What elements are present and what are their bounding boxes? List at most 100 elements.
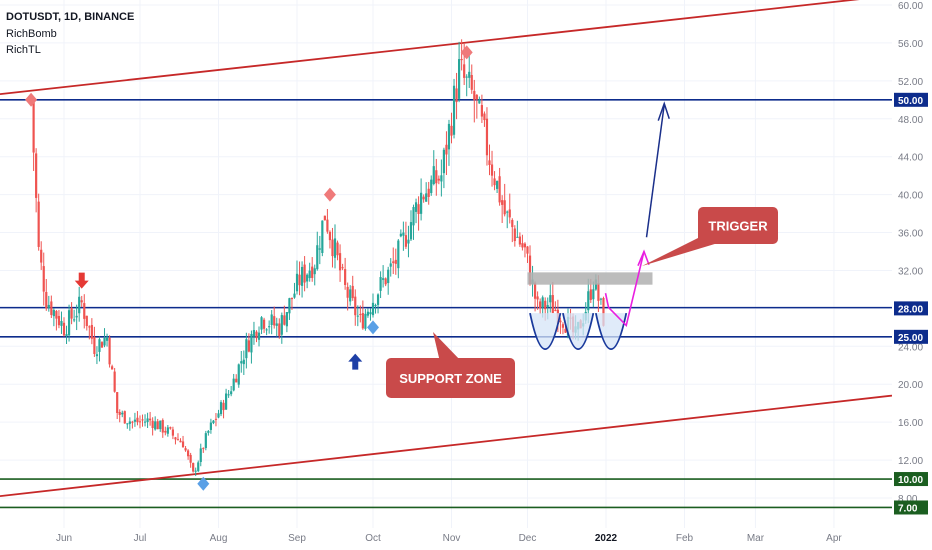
horizontal-levels bbox=[0, 99, 892, 509]
cup-arc-2 bbox=[594, 312, 628, 350]
candle-body bbox=[506, 211, 509, 213]
price-tag-bg-4 bbox=[894, 472, 928, 487]
candle-body bbox=[359, 313, 362, 316]
price-tag-bg-5 bbox=[894, 500, 928, 515]
down-arrow-marker-5 bbox=[74, 272, 89, 289]
candle-body bbox=[100, 342, 104, 348]
candle-body bbox=[399, 233, 402, 237]
price-tag-label-0: 50.00 bbox=[898, 96, 923, 107]
candle-body bbox=[349, 289, 352, 302]
y-tick-label-12: 12.00 bbox=[898, 456, 923, 467]
candle-body bbox=[485, 118, 489, 156]
candle-body bbox=[141, 419, 144, 421]
candle-body bbox=[42, 266, 45, 292]
x-tick-label-9: Mar bbox=[747, 533, 765, 544]
y-tick-label-6: 36.00 bbox=[898, 229, 923, 240]
candle-body bbox=[559, 320, 562, 323]
candle-body bbox=[447, 123, 451, 150]
y-tick-label-4: 44.00 bbox=[898, 153, 923, 164]
candle-body bbox=[192, 462, 195, 472]
candle-body bbox=[458, 59, 461, 99]
candle-body bbox=[341, 267, 344, 269]
drawings bbox=[527, 101, 670, 350]
candle-body bbox=[108, 337, 111, 365]
candle-body bbox=[199, 448, 202, 462]
candle-body bbox=[364, 313, 367, 329]
candle-body bbox=[146, 418, 149, 423]
candle-body bbox=[597, 283, 600, 301]
candle-body bbox=[478, 99, 481, 104]
candle-body bbox=[194, 470, 197, 472]
candle-body bbox=[564, 328, 567, 333]
sell-diamond-marker-2 bbox=[460, 45, 473, 60]
candle-body bbox=[397, 240, 400, 269]
price-tag-label-2: 28.00 bbox=[898, 304, 923, 315]
indicator-richtl-label[interactable]: RichTL bbox=[6, 44, 41, 56]
candle-body bbox=[338, 253, 342, 271]
candle-body bbox=[80, 300, 83, 303]
price-tag-bg-2 bbox=[894, 301, 928, 316]
trigger-callout-box bbox=[698, 207, 778, 244]
candle-body bbox=[331, 239, 334, 257]
candle-body bbox=[387, 269, 390, 284]
candle-body bbox=[283, 315, 286, 325]
candle-body bbox=[602, 297, 605, 326]
x-tick-label-10: Apr bbox=[826, 533, 842, 544]
candle-body bbox=[561, 324, 565, 328]
candle-body bbox=[121, 412, 124, 415]
candle-body bbox=[164, 430, 167, 433]
candle-body bbox=[149, 418, 152, 421]
candle-body bbox=[303, 264, 306, 283]
candle-body bbox=[113, 371, 116, 392]
channel-upper-line bbox=[0, 0, 860, 96]
candle-body bbox=[432, 166, 435, 185]
candle-body bbox=[333, 238, 337, 258]
candle-body bbox=[265, 329, 268, 331]
price-axis-bg bbox=[892, 0, 932, 550]
cup-arc-0 bbox=[529, 312, 562, 350]
candle-body bbox=[366, 311, 370, 316]
candle-body bbox=[45, 291, 48, 309]
y-tick-label-7: 32.00 bbox=[898, 266, 923, 277]
candle-body bbox=[298, 274, 301, 286]
candle-body bbox=[232, 378, 235, 391]
candle-body bbox=[237, 364, 240, 385]
candle-body bbox=[222, 402, 225, 411]
signal-markers bbox=[25, 45, 473, 491]
candle-body bbox=[247, 340, 250, 352]
candle-body bbox=[460, 58, 463, 61]
candle-body bbox=[483, 113, 486, 121]
price-tag-label-4: 10.00 bbox=[898, 475, 923, 486]
y-tick-label-9: 24.00 bbox=[898, 342, 923, 353]
y-tick-label-13: 8.00 bbox=[898, 494, 918, 505]
support-zone-callout-label: SUPPORT ZONE bbox=[399, 371, 502, 386]
candle-body bbox=[285, 312, 288, 327]
candle-body bbox=[589, 289, 592, 300]
candle-body bbox=[518, 236, 521, 245]
candle-body bbox=[65, 334, 68, 337]
candle-body bbox=[270, 314, 273, 326]
candle-body bbox=[35, 153, 38, 198]
candle-body bbox=[311, 266, 314, 278]
candle-body bbox=[437, 178, 440, 181]
candle-body bbox=[268, 326, 271, 328]
candle-body bbox=[250, 334, 253, 353]
candle-body bbox=[430, 179, 433, 194]
candle-body bbox=[328, 231, 332, 241]
indicator-richbomb-label[interactable]: RichBomb bbox=[6, 28, 57, 40]
candle-body bbox=[174, 437, 177, 440]
candle-body bbox=[427, 188, 430, 197]
candle-body bbox=[592, 289, 595, 300]
candle-body bbox=[323, 215, 326, 221]
candle-body bbox=[495, 180, 499, 189]
candle-body bbox=[60, 320, 63, 326]
candle-body bbox=[369, 312, 372, 315]
candle-body bbox=[240, 361, 243, 364]
candle-body bbox=[508, 209, 511, 218]
candle-body bbox=[154, 421, 157, 430]
candle-body bbox=[511, 219, 514, 228]
candle-body bbox=[321, 220, 324, 254]
candle-body bbox=[470, 75, 473, 90]
candle-body bbox=[374, 304, 377, 306]
